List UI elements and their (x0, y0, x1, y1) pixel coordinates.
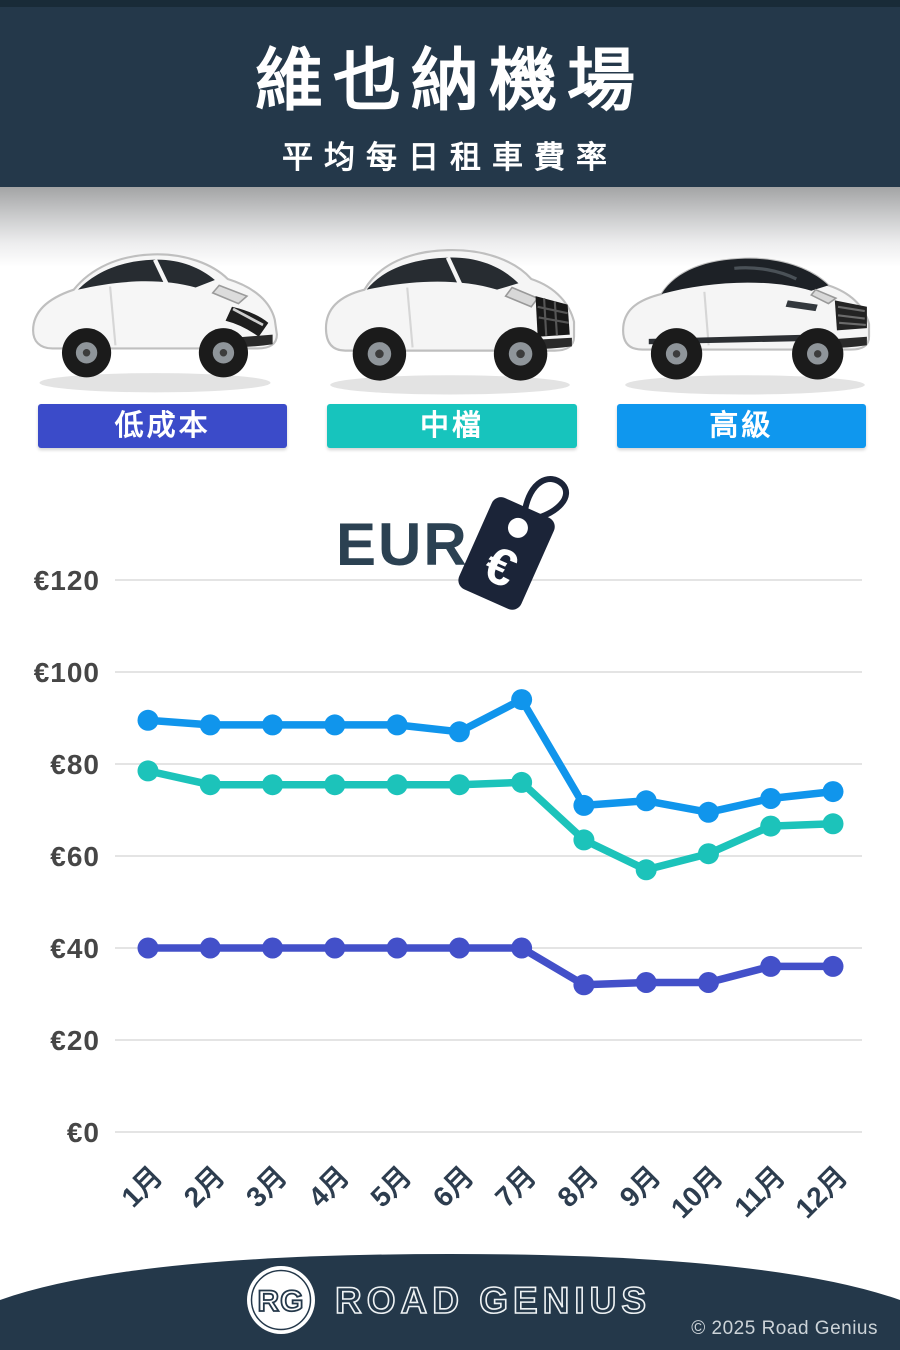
data-point-高級 (697, 801, 719, 823)
footer-logo: RG ROAD GENIUS (0, 1264, 900, 1336)
x-axis-tick-label: 7月 (489, 1160, 542, 1213)
data-point-低成本 (760, 955, 782, 977)
y-axis-tick-label: €60 (50, 841, 100, 872)
x-axis-tick-label: 6月 (427, 1160, 480, 1213)
category-labels-row: 低成本 中檔 高級 (0, 404, 900, 448)
data-point-高級 (511, 689, 533, 711)
data-point-高級 (822, 781, 844, 803)
data-point-高級 (760, 788, 782, 809)
brand-name-text: ROAD GENIUS (335, 1280, 651, 1321)
data-point-高級 (137, 709, 159, 731)
data-point-高級 (386, 714, 408, 736)
x-axis-tick-label: 8月 (551, 1160, 604, 1213)
data-point-中檔 (199, 774, 221, 796)
data-point-低成本 (697, 972, 719, 993)
data-point-高級 (199, 714, 221, 736)
series-line-低成本 (144, 944, 837, 989)
copyright-text: © 2025 Road Genius (691, 1318, 878, 1339)
y-axis-tick-label: €40 (50, 933, 100, 964)
premium-car-image (606, 216, 884, 404)
x-axis-tick-label: 5月 (365, 1160, 418, 1213)
data-point-低成本 (635, 972, 657, 993)
data-point-高級 (448, 721, 470, 743)
x-axis-tick-label: 3月 (240, 1160, 293, 1213)
data-point-低成本 (511, 937, 533, 959)
series-line-中檔 (144, 767, 837, 874)
header: 維也納機場 平均每日租車費率 (0, 0, 900, 187)
data-point-高級 (635, 790, 657, 812)
economy-car-image (16, 216, 294, 404)
data-point-中檔 (511, 771, 533, 793)
car-images-row (0, 216, 900, 404)
rental-rates-line-chart: €0 €20 €40 €60 €80 €100 €120 1月 2月 3月 4月 5月 6月 7月 8月 9月… (34, 565, 862, 1220)
x-axis-tick-label: 9月 (614, 1160, 667, 1213)
data-point-中檔 (386, 774, 408, 796)
midrange-car-image (311, 216, 589, 404)
logo-initials: RG (258, 1285, 305, 1318)
x-axis-tick-label: 12月 (789, 1160, 853, 1220)
data-point-低成本 (262, 937, 284, 959)
series-line-高級 (144, 695, 837, 817)
data-point-高級 (262, 714, 284, 736)
data-point-低成本 (448, 937, 470, 959)
hatchback-car-icon (32, 253, 278, 393)
data-point-中檔 (760, 815, 782, 837)
data-point-中檔 (137, 760, 159, 782)
rg-logo-icon: RG (247, 1266, 315, 1334)
euro-price-tag-icon: € (458, 476, 570, 610)
brand-name: ROAD GENIUS (335, 1279, 651, 1322)
x-axis-tick-label: 4月 (302, 1160, 355, 1213)
x-axis-tick-label: 11月 (728, 1160, 791, 1220)
data-point-中檔 (635, 859, 657, 881)
y-axis-tick-label: €20 (50, 1025, 100, 1056)
data-point-中檔 (262, 774, 284, 796)
data-point-低成本 (137, 937, 159, 959)
data-point-低成本 (386, 937, 408, 959)
category-label-midrange: 中檔 (327, 404, 577, 448)
x-axis-tick-label: 10月 (665, 1160, 729, 1220)
data-point-中檔 (573, 829, 595, 851)
data-point-高級 (573, 794, 595, 816)
suv-car-icon (324, 249, 576, 395)
data-point-中檔 (822, 813, 844, 835)
data-point-中檔 (697, 843, 719, 865)
data-point-低成本 (822, 955, 844, 977)
data-point-低成本 (573, 974, 595, 996)
data-point-低成本 (324, 937, 346, 959)
y-axis-tick-label: €80 (50, 749, 100, 780)
data-point-中檔 (448, 774, 470, 796)
x-axis-tick-label: 1月 (116, 1160, 169, 1213)
y-axis-tick-label: €0 (67, 1117, 100, 1148)
x-axis-tick-label: 2月 (178, 1160, 231, 1213)
y-axis-tick-label: €100 (34, 657, 100, 688)
page-subtitle: 平均每日租車費率 (282, 140, 618, 175)
luxury-suv-car-icon (622, 257, 871, 395)
page-title: 維也納機場 (254, 43, 645, 119)
data-point-高級 (324, 714, 346, 736)
data-point-低成本 (199, 937, 221, 959)
y-axis-tick-label: €120 (34, 565, 100, 596)
category-label-premium: 高級 (616, 404, 866, 448)
data-point-中檔 (324, 774, 346, 796)
category-label-low-cost: 低成本 (38, 404, 288, 448)
footer-arch (0, 1254, 900, 1350)
currency-code-label: EUR (336, 511, 469, 578)
